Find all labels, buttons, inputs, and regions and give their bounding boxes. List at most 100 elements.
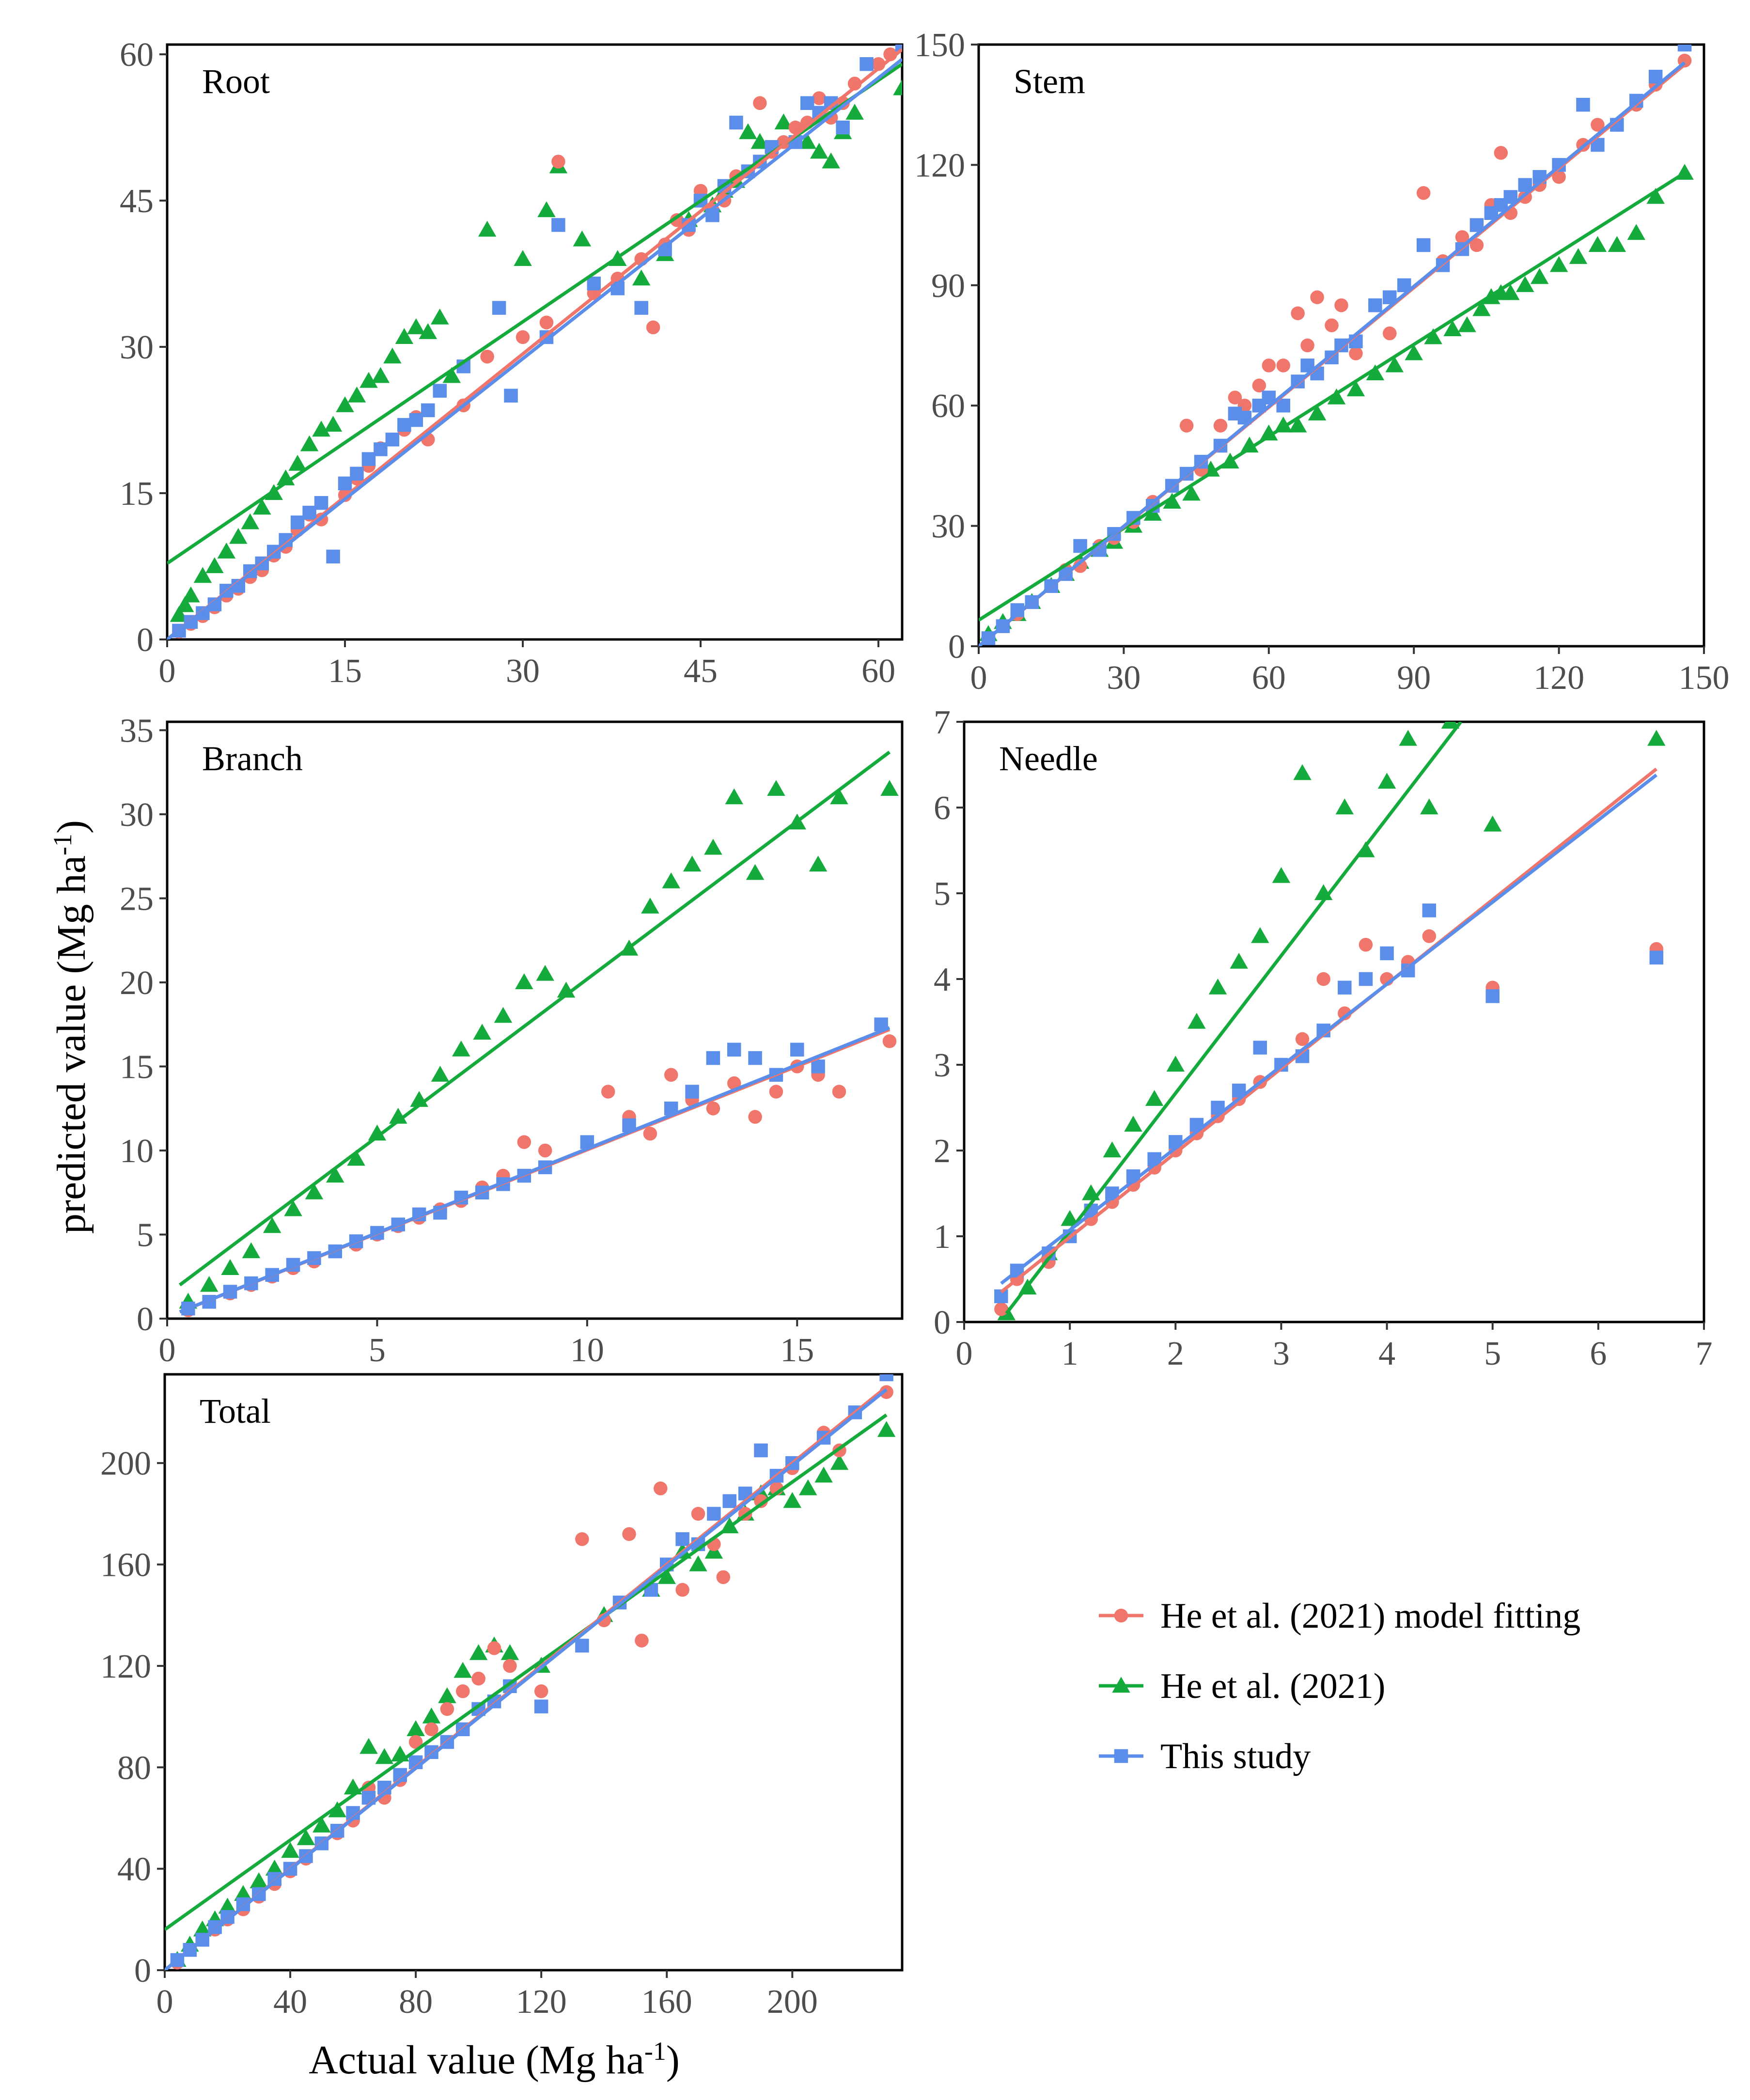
data-point-fit	[424, 1722, 438, 1737]
data-point-he	[241, 513, 260, 529]
data-point-fit	[675, 1583, 689, 1597]
data-point-fit	[1316, 972, 1330, 986]
data-point-fit	[832, 1085, 846, 1099]
data-point-fit	[503, 1659, 517, 1673]
y-tick-label: 1	[934, 1218, 951, 1256]
data-point-this	[361, 452, 376, 466]
data-point-this	[722, 1494, 737, 1508]
data-point-he	[845, 104, 864, 120]
data-point-this	[1485, 989, 1500, 1003]
data-point-he	[1530, 268, 1549, 284]
data-point-he	[229, 528, 248, 544]
data-point-he	[1103, 1141, 1122, 1158]
data-point-he	[234, 1885, 252, 1901]
data-point-he	[407, 318, 425, 334]
data-point-he	[1182, 484, 1201, 501]
fit-line-he	[165, 1413, 888, 1931]
legend-marker	[1114, 1749, 1128, 1763]
data-point-fit	[716, 1570, 731, 1584]
data-point-he	[182, 586, 200, 603]
data-point-he	[218, 1898, 237, 1914]
data-point-this	[1422, 903, 1437, 918]
data-point-fit	[456, 1684, 470, 1698]
data-point-this	[1253, 1041, 1267, 1055]
data-point-he	[739, 123, 757, 140]
data-point-this	[729, 115, 743, 130]
plot-frame	[166, 720, 904, 1320]
y-tick-label: 90	[931, 267, 965, 305]
data-point-he	[1061, 1210, 1079, 1226]
legend-item-this: This study	[1099, 1737, 1311, 1776]
data-point-he	[1327, 388, 1346, 404]
data-point-he	[1608, 236, 1626, 252]
panel-title: Branch	[202, 739, 303, 778]
data-point-he	[359, 372, 378, 388]
y-tick-label: 60	[120, 36, 154, 74]
x-tick-label: 40	[273, 1983, 307, 2021]
data-point-he	[725, 788, 744, 805]
data-point-he	[1549, 256, 1568, 272]
data-point-this	[409, 413, 423, 427]
data-point-he	[514, 250, 532, 266]
data-point-he	[312, 420, 330, 437]
y-tick-label: 5	[934, 875, 951, 913]
data-point-this	[1416, 238, 1431, 252]
data-point-he	[263, 1217, 281, 1233]
x-tick-label: 2	[1167, 1335, 1184, 1372]
data-point-he	[877, 1421, 896, 1437]
data-point-fit	[1262, 358, 1276, 373]
x-tick-label: 3	[1273, 1335, 1290, 1372]
data-point-fit	[1422, 929, 1437, 943]
y-tick-label: 40	[117, 1851, 151, 1888]
plot-frame	[163, 1373, 904, 1972]
data-point-fit	[622, 1527, 636, 1541]
y-tick-label: 6	[934, 790, 951, 827]
data-point-this	[859, 57, 874, 71]
data-point-fit	[575, 1532, 589, 1546]
plot-frame	[963, 720, 1705, 1323]
data-point-he	[347, 386, 366, 403]
data-point-he	[221, 1259, 239, 1275]
data-point-fit	[1469, 238, 1484, 252]
chart-panel-needle: 0 1 2 3 4 5 6 7 0 1 2 3 4 5 6 7 Needle	[934, 704, 1713, 1372]
data-point-he	[500, 1644, 519, 1660]
data-point-he	[1230, 952, 1248, 969]
data-point-he	[1647, 730, 1666, 746]
data-point-fit	[654, 1481, 668, 1495]
data-point-fit	[882, 1034, 897, 1048]
data-point-fit	[487, 1641, 501, 1655]
data-point-he	[175, 596, 194, 612]
y-tick-label: 25	[120, 880, 154, 918]
data-point-he	[473, 1024, 491, 1040]
data-point-fit	[635, 1633, 649, 1648]
x-tick-label: 200	[767, 1983, 818, 2021]
chart-panel-stem: 0 30 60 90 120 150 0 30 60 90 120 150 Stem	[914, 27, 1730, 697]
legend-label: He et al. (2021)	[1160, 1666, 1385, 1706]
data-point-this	[1649, 950, 1664, 964]
data-point-he	[1405, 344, 1423, 360]
data-point-he	[1458, 316, 1476, 332]
data-point-this	[374, 442, 388, 456]
data-point-fit	[1455, 230, 1469, 244]
data-point-he	[1627, 224, 1646, 240]
data-point-he	[783, 1492, 802, 1508]
data-point-fit	[1359, 937, 1373, 952]
data-point-he	[537, 201, 556, 218]
data-point-this	[727, 1042, 741, 1057]
y-tick-label: 0	[137, 622, 154, 659]
x-tick-label: 1	[1062, 1335, 1078, 1372]
data-point-fit	[601, 1085, 615, 1099]
data-point-he	[1420, 798, 1438, 815]
data-point-this	[492, 301, 506, 315]
data-point-fit	[706, 1101, 720, 1116]
data-point-he	[1443, 320, 1462, 336]
y-tick-label: 60	[931, 388, 965, 425]
data-point-this	[1677, 45, 1692, 52]
data-point-he	[662, 872, 680, 888]
data-point-he	[809, 856, 828, 872]
y-tick-label: 20	[120, 964, 154, 1002]
data-point-he	[442, 367, 461, 383]
x-tick-label: 5	[1484, 1335, 1501, 1372]
data-point-this	[1576, 97, 1590, 112]
y-tick-label: 7	[934, 704, 951, 741]
